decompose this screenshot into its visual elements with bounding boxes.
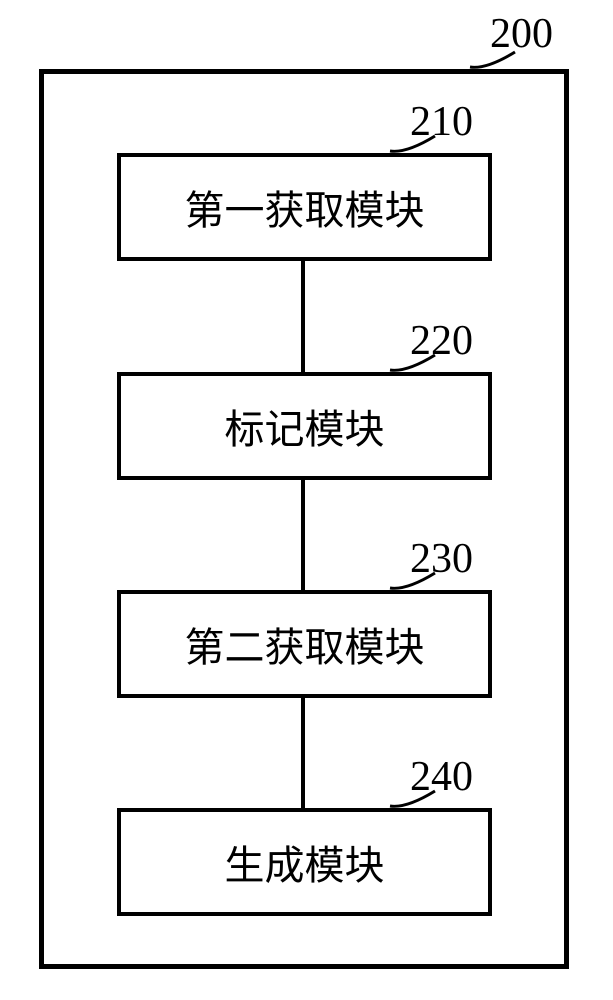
ref-label-220: 220	[410, 317, 473, 365]
node-label: 生成模块	[225, 833, 385, 891]
connector-line	[301, 480, 305, 590]
node-first-acquisition-module: 第一获取模块	[117, 153, 492, 261]
ref-label-210: 210	[410, 98, 473, 146]
node-generation-module: 生成模块	[117, 808, 492, 916]
connector-line	[301, 261, 305, 372]
connector-line	[301, 698, 305, 808]
diagram-canvas: 200 第一获取模块 210 标记模块 220 第二获取模块 230 生成模块 …	[0, 0, 613, 1000]
node-second-acquisition-module: 第二获取模块	[117, 590, 492, 698]
ref-label-240: 240	[410, 753, 473, 801]
node-label: 标记模块	[225, 397, 385, 455]
ref-label-200: 200	[490, 10, 553, 58]
node-label: 第二获取模块	[185, 615, 425, 673]
node-marking-module: 标记模块	[117, 372, 492, 480]
node-label: 第一获取模块	[185, 178, 425, 236]
ref-label-230: 230	[410, 535, 473, 583]
